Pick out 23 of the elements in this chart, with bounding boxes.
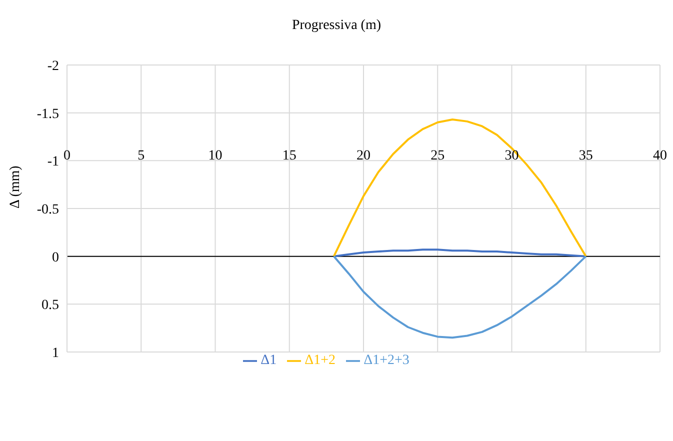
y-tick-label: -1 xyxy=(47,154,59,170)
x-tick-label: 25 xyxy=(430,148,445,164)
line-series xyxy=(332,248,587,258)
x-tick-label: 0 xyxy=(64,148,70,164)
x-tick-label: 40 xyxy=(653,148,667,164)
x-tick-label: 30 xyxy=(504,148,519,164)
y-axis-title: Δ (mm) xyxy=(8,165,23,208)
legend-label: Δ1+2+3 xyxy=(364,353,410,368)
x-tick-label: 10 xyxy=(208,148,222,164)
y-tick-label: 1 xyxy=(52,346,59,361)
legend-label: Δ1+2 xyxy=(304,353,336,368)
x-tick-label: 35 xyxy=(578,148,593,164)
y-tick-label: 0.5 xyxy=(42,298,59,314)
x-tick-label: 15 xyxy=(282,148,296,164)
y-tick-label: -2 xyxy=(47,58,59,74)
x-tick-label: 20 xyxy=(356,148,370,164)
y-tick-label: -0.5 xyxy=(36,202,59,218)
y-tick-label: 0 xyxy=(52,250,59,266)
legend-label: Δ1 xyxy=(260,353,277,368)
line-series xyxy=(332,255,587,339)
x-axis-title: Progressiva (m) xyxy=(290,18,382,34)
y-tick-label: -1.5 xyxy=(36,106,59,122)
x-tick-label: 5 xyxy=(138,148,145,164)
